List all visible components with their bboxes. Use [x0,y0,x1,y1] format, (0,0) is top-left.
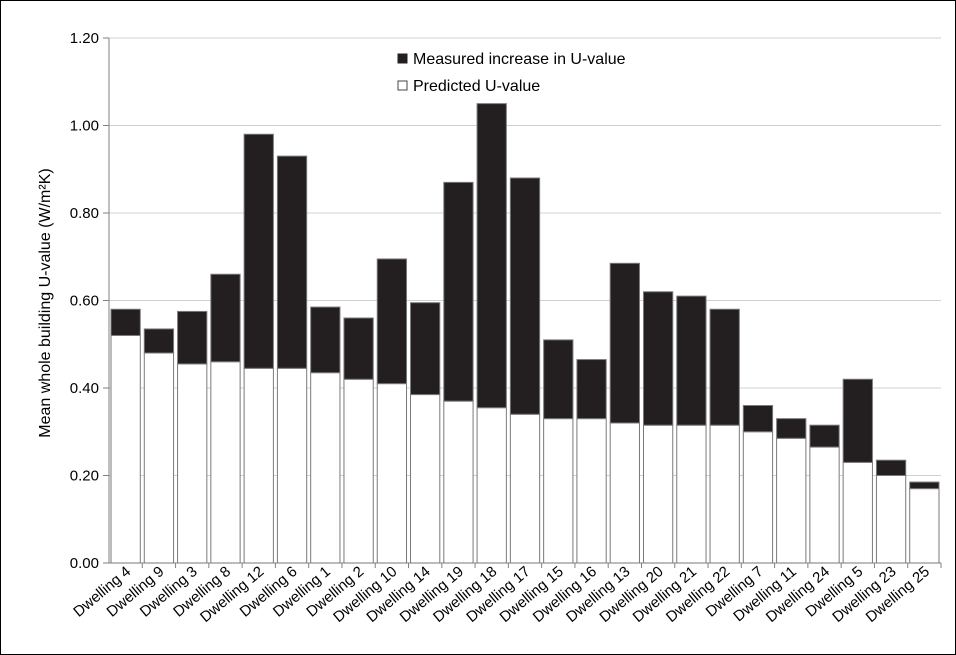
bar-measured-increase [243,133,274,369]
bar-measured-increase [310,306,341,374]
bar-measured-increase [676,295,707,426]
legend-swatch-measured [397,53,408,64]
bar-predicted [143,352,175,564]
bar-predicted [576,418,607,564]
y-tick-label: 1.00 [70,118,99,135]
bar-measured-increase [809,424,840,448]
bar-measured-increase [376,258,408,385]
bar-predicted [642,424,674,564]
bar-measured-increase [742,405,774,433]
legend-swatch-predicted [397,80,408,91]
bar-predicted [110,335,141,564]
bar-predicted [276,367,308,564]
y-tick-label: 0.00 [70,555,99,572]
y-axis-label: Mean whole building U-value (W/m²K) [37,168,54,437]
bar-predicted [210,361,241,564]
legend-label-predicted: Predicted U-value [413,78,540,95]
legend-label-measured: Measured increase in U-value [413,51,626,68]
bar-predicted [809,446,840,564]
bar-predicted [709,424,740,564]
bar-measured-increase [609,262,640,424]
bar-predicted [609,422,640,564]
y-tick-label: 1.20 [70,30,99,47]
bar-measured-increase [909,481,940,490]
y-tick-label: 0.40 [70,380,99,397]
bar-predicted [776,437,807,564]
bar-predicted [243,367,274,564]
bars [110,103,940,564]
bar-predicted [676,424,707,564]
bar-measured-increase [509,177,541,415]
bar-predicted [509,413,541,564]
legend: Measured increase in U-value Predicted U… [397,51,626,95]
bar-measured-increase [143,328,175,354]
y-tick-label: 0.60 [70,293,99,310]
y-tick-label: 0.20 [70,468,99,485]
bar-predicted [443,400,474,564]
bar-measured-increase [642,291,674,426]
bar-measured-increase [875,459,907,476]
bar-measured-increase [776,418,807,439]
bar-measured-increase [709,308,740,426]
bar-predicted [177,363,208,564]
bar-measured-increase [343,317,374,380]
bar-predicted [875,475,907,564]
bar-measured-increase [576,359,607,420]
bar-predicted [543,418,574,564]
bar-predicted [310,372,341,564]
bar-measured-increase [210,273,241,363]
bar-measured-increase [177,310,208,365]
bar-measured-increase [410,302,441,396]
bar-measured-increase [476,103,507,409]
bar-measured-increase [443,181,474,402]
bar-predicted [476,407,507,564]
bar-predicted [376,383,408,564]
bar-measured-increase [110,308,141,336]
y-tick-labels: 0.00 0.20 0.40 0.60 0.80 1.00 1.20 [70,30,99,572]
bar-measured-increase [543,339,574,420]
bar-measured-increase [276,155,308,369]
bar-predicted [909,488,940,564]
bar-predicted [410,394,441,564]
bar-measured-increase [842,378,873,463]
bar-predicted [842,461,873,564]
y-tick-label: 0.80 [70,205,99,222]
bar-predicted [343,378,374,564]
bar-predicted [742,431,774,564]
